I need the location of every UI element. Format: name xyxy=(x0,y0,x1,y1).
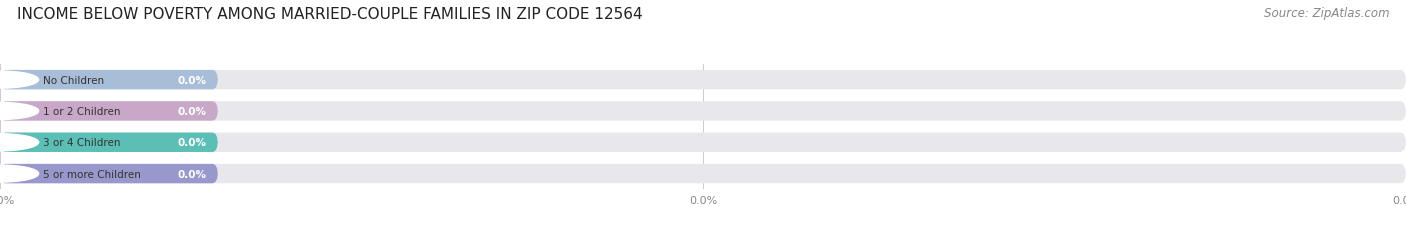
FancyBboxPatch shape xyxy=(0,71,1406,90)
Ellipse shape xyxy=(0,72,39,89)
FancyBboxPatch shape xyxy=(0,71,218,90)
Ellipse shape xyxy=(0,134,39,151)
Text: No Children: No Children xyxy=(42,75,104,85)
FancyBboxPatch shape xyxy=(0,133,218,152)
FancyBboxPatch shape xyxy=(0,133,1406,152)
Text: Source: ZipAtlas.com: Source: ZipAtlas.com xyxy=(1264,7,1389,20)
Text: 0.0%: 0.0% xyxy=(177,106,207,116)
Ellipse shape xyxy=(0,103,39,120)
FancyBboxPatch shape xyxy=(0,164,218,183)
Ellipse shape xyxy=(0,165,39,182)
Text: 5 or more Children: 5 or more Children xyxy=(42,169,141,179)
Text: 0.0%: 0.0% xyxy=(177,169,207,179)
Text: 3 or 4 Children: 3 or 4 Children xyxy=(42,138,121,148)
Text: 0.0%: 0.0% xyxy=(177,138,207,148)
Text: 0.0%: 0.0% xyxy=(177,75,207,85)
FancyBboxPatch shape xyxy=(0,102,1406,121)
FancyBboxPatch shape xyxy=(0,164,1406,183)
FancyBboxPatch shape xyxy=(0,102,218,121)
Text: 1 or 2 Children: 1 or 2 Children xyxy=(42,106,121,116)
Text: INCOME BELOW POVERTY AMONG MARRIED-COUPLE FAMILIES IN ZIP CODE 12564: INCOME BELOW POVERTY AMONG MARRIED-COUPL… xyxy=(17,7,643,22)
